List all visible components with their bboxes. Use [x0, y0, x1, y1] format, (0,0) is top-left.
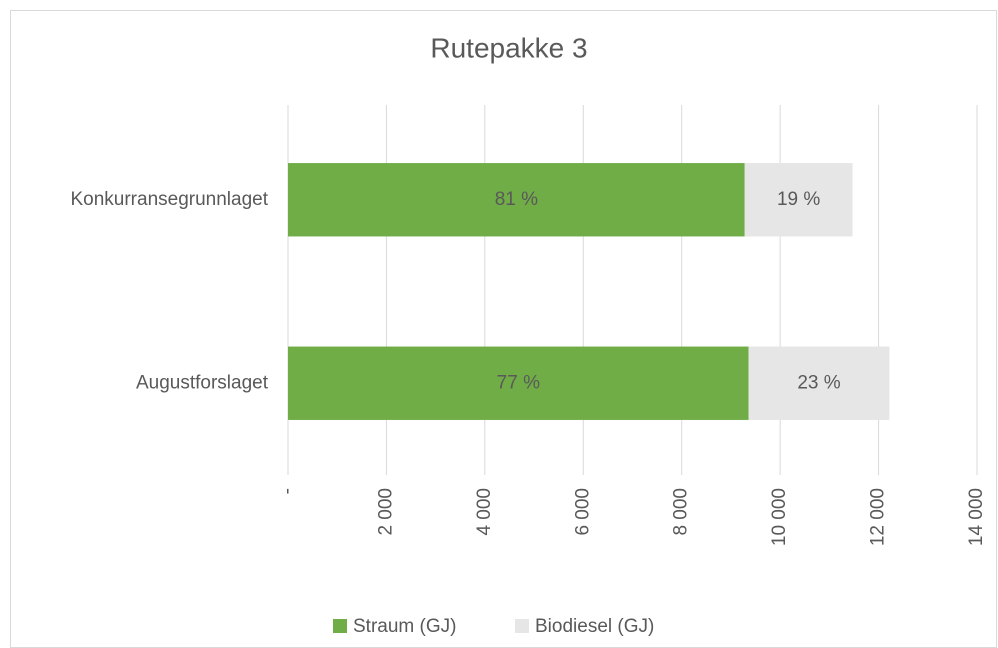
x-tick-label: 14 000 [966, 488, 987, 546]
x-tick-label: 8 000 [671, 488, 692, 536]
data-label: 77 % [497, 372, 540, 393]
legend-swatch [333, 619, 347, 633]
x-tick-label: - [277, 488, 298, 494]
data-label: 19 % [777, 189, 820, 210]
data-label: 23 % [797, 372, 840, 393]
x-tick-label: 4 000 [474, 488, 495, 536]
bar-segment [288, 163, 745, 237]
bar-segment [288, 346, 749, 420]
y-tick-label: Augustforslaget [136, 372, 269, 393]
x-tick-label: 2 000 [375, 488, 396, 536]
y-tick-label: Konkurransegrunnlaget [70, 189, 268, 210]
bar-segment [748, 346, 890, 420]
bar-segment [744, 163, 853, 237]
x-tick-label: 12 000 [868, 488, 889, 546]
x-tick-label: 6 000 [572, 488, 593, 536]
chart-title: Rutepakke 3 [430, 32, 587, 63]
x-tick-label: 10 000 [769, 488, 790, 546]
data-label: 81 % [495, 189, 538, 210]
chart-frame [10, 10, 997, 648]
legend-label: Biodiesel (GJ) [535, 616, 654, 637]
legend-label: Straum (GJ) [353, 616, 456, 637]
legend-swatch [515, 619, 529, 633]
